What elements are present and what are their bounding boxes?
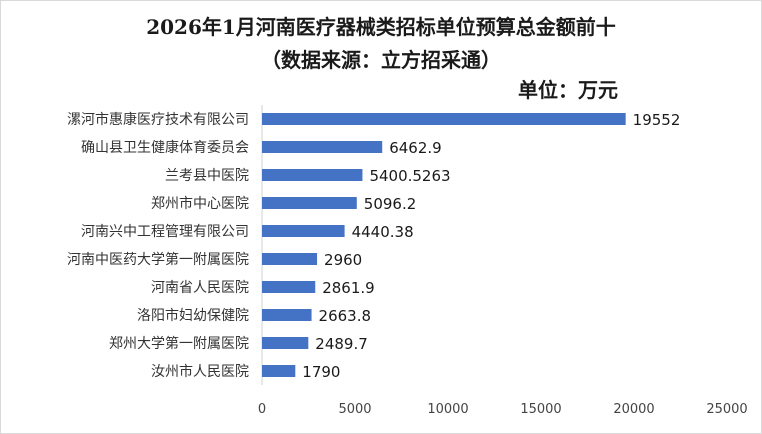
value-label: 2861.9	[322, 279, 375, 297]
x-tick-label: 10000	[427, 402, 468, 417]
value-label: 5096.2	[364, 195, 417, 213]
value-label: 5400.5263	[369, 167, 450, 185]
x-tick-label: 5000	[338, 402, 371, 417]
chart-subtitle: （数据来源：立方招采通）	[261, 48, 501, 72]
x-tick-label: 0	[258, 402, 266, 417]
category-label: 郑州市中心医院	[151, 195, 249, 212]
category-label: 兰考县中医院	[165, 168, 249, 184]
value-label: 6462.9	[389, 139, 442, 157]
value-label: 19552	[633, 111, 681, 129]
x-tick-label: 20000	[613, 402, 654, 417]
category-label: 洛阳市妇幼保健院	[137, 307, 249, 324]
category-label: 漯河市惠康医疗技术有限公司	[67, 111, 249, 128]
category-label: 河南兴中工程管理有限公司	[81, 224, 249, 240]
category-label: 确山县卫生健康体育委员会	[81, 139, 249, 156]
bar	[262, 309, 312, 321]
bar	[262, 337, 309, 349]
chart-title: 2026年1月河南医疗器械类招标单位预算总金额前十	[146, 15, 616, 39]
category-label: 汝州市人民医院	[151, 363, 249, 380]
unit-label: 单位：万元	[518, 78, 618, 102]
bar	[262, 141, 383, 153]
value-label: 1790	[302, 363, 340, 381]
bar	[262, 197, 357, 209]
category-label: 郑州大学第一附属医院	[109, 335, 249, 352]
category-label: 河南省人民医院	[151, 280, 249, 296]
bar	[262, 225, 345, 237]
value-label: 2489.7	[315, 335, 368, 353]
value-label: 2960	[324, 251, 362, 269]
bar	[262, 281, 316, 293]
value-label: 2663.8	[319, 307, 372, 325]
bar	[262, 169, 363, 181]
bar	[262, 113, 626, 125]
x-tick-label: 15000	[520, 402, 561, 417]
category-label: 河南中医药大学第一附属医院	[67, 251, 249, 268]
x-tick-label: 25000	[706, 402, 747, 417]
value-label: 4440.38	[352, 223, 414, 241]
bar	[262, 253, 318, 265]
bar	[262, 365, 296, 377]
